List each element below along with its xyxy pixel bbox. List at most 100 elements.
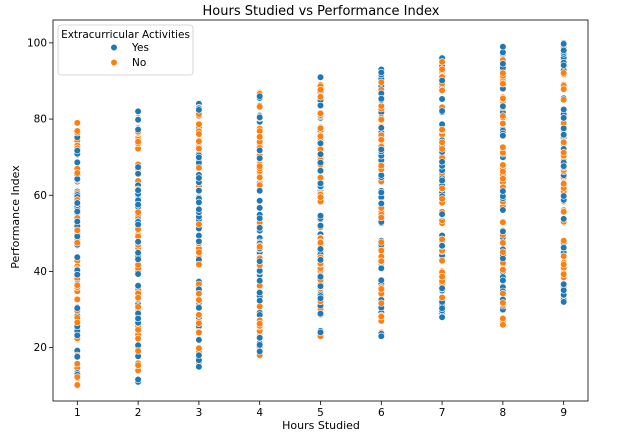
data-point bbox=[73, 360, 81, 368]
data-point bbox=[377, 188, 385, 197]
data-point bbox=[499, 248, 507, 256]
plot-area bbox=[73, 39, 568, 390]
data-point bbox=[134, 208, 142, 216]
data-point bbox=[195, 220, 203, 228]
data-point bbox=[499, 314, 507, 323]
data-point bbox=[316, 139, 325, 147]
data-point bbox=[195, 311, 203, 319]
data-point bbox=[560, 286, 568, 294]
data-point bbox=[438, 210, 446, 218]
data-point bbox=[256, 173, 264, 181]
data-point bbox=[499, 266, 507, 274]
data-point bbox=[195, 260, 203, 269]
x-tick-label: 1 bbox=[74, 407, 81, 419]
data-point bbox=[377, 285, 385, 293]
x-tick-label: 2 bbox=[135, 407, 142, 419]
data-point bbox=[256, 187, 264, 195]
data-point bbox=[499, 112, 507, 120]
data-point bbox=[560, 131, 568, 139]
data-point bbox=[560, 298, 568, 306]
data-point bbox=[316, 193, 325, 201]
legend-label: No bbox=[132, 57, 146, 69]
data-point bbox=[560, 280, 568, 288]
data-point bbox=[195, 187, 203, 195]
data-point bbox=[316, 159, 325, 167]
x-tick-label: 9 bbox=[560, 407, 567, 419]
data-point bbox=[73, 226, 81, 234]
data-point bbox=[499, 175, 507, 183]
data-point bbox=[316, 294, 325, 302]
data-point bbox=[438, 273, 446, 281]
data-point bbox=[377, 264, 385, 272]
data-point bbox=[134, 375, 142, 384]
data-point bbox=[316, 310, 325, 318]
data-point bbox=[560, 114, 568, 122]
data-point bbox=[316, 93, 325, 101]
data-point bbox=[560, 138, 568, 146]
data-point bbox=[438, 158, 446, 166]
data-point bbox=[499, 43, 507, 51]
data-point bbox=[316, 222, 325, 230]
data-point bbox=[438, 126, 446, 134]
data-point bbox=[499, 321, 507, 329]
data-point bbox=[438, 184, 446, 192]
data-point bbox=[377, 213, 385, 222]
data-point bbox=[73, 147, 81, 155]
legend-marker bbox=[110, 58, 118, 67]
data-point bbox=[195, 130, 203, 138]
data-point bbox=[377, 276, 385, 284]
data-point bbox=[438, 293, 446, 302]
data-point bbox=[73, 199, 81, 207]
y-tick-label: 20 bbox=[34, 342, 47, 354]
data-point bbox=[560, 260, 568, 269]
data-point bbox=[560, 69, 568, 77]
data-point bbox=[134, 126, 142, 134]
data-point bbox=[73, 304, 81, 312]
data-point bbox=[499, 276, 507, 285]
data-point bbox=[316, 109, 325, 117]
data-point bbox=[195, 106, 203, 114]
data-point bbox=[134, 361, 142, 369]
y-tick-label: 60 bbox=[34, 190, 47, 202]
data-point bbox=[438, 76, 446, 85]
x-tick-label: 4 bbox=[256, 407, 263, 419]
data-point bbox=[499, 299, 507, 307]
data-point bbox=[438, 284, 446, 292]
data-point bbox=[377, 313, 385, 321]
data-point bbox=[560, 46, 568, 55]
data-point bbox=[438, 242, 446, 250]
data-point bbox=[560, 215, 568, 223]
data-point bbox=[256, 154, 264, 162]
data-point bbox=[195, 237, 203, 245]
data-point bbox=[560, 105, 568, 114]
data-point bbox=[134, 238, 142, 246]
data-point bbox=[316, 150, 325, 158]
legend-box bbox=[57, 24, 194, 76]
data-point bbox=[560, 252, 568, 260]
data-point bbox=[499, 289, 507, 298]
data-point bbox=[195, 205, 203, 213]
data-point bbox=[73, 373, 81, 381]
data-point bbox=[377, 95, 385, 103]
data-point bbox=[499, 239, 507, 247]
data-point bbox=[316, 245, 325, 253]
data-point bbox=[377, 115, 385, 124]
data-point bbox=[560, 149, 568, 157]
data-point bbox=[256, 257, 264, 265]
data-point bbox=[316, 212, 325, 220]
data-point bbox=[134, 334, 142, 343]
data-point bbox=[73, 318, 81, 327]
data-point bbox=[195, 164, 203, 172]
data-point bbox=[134, 220, 142, 229]
data-point bbox=[73, 239, 81, 247]
data-point bbox=[73, 207, 81, 216]
data-point bbox=[438, 313, 446, 321]
x-tick-label: 3 bbox=[196, 407, 203, 419]
data-point bbox=[256, 146, 264, 154]
data-point bbox=[195, 248, 203, 256]
data-point bbox=[134, 201, 142, 209]
data-point bbox=[256, 341, 264, 349]
